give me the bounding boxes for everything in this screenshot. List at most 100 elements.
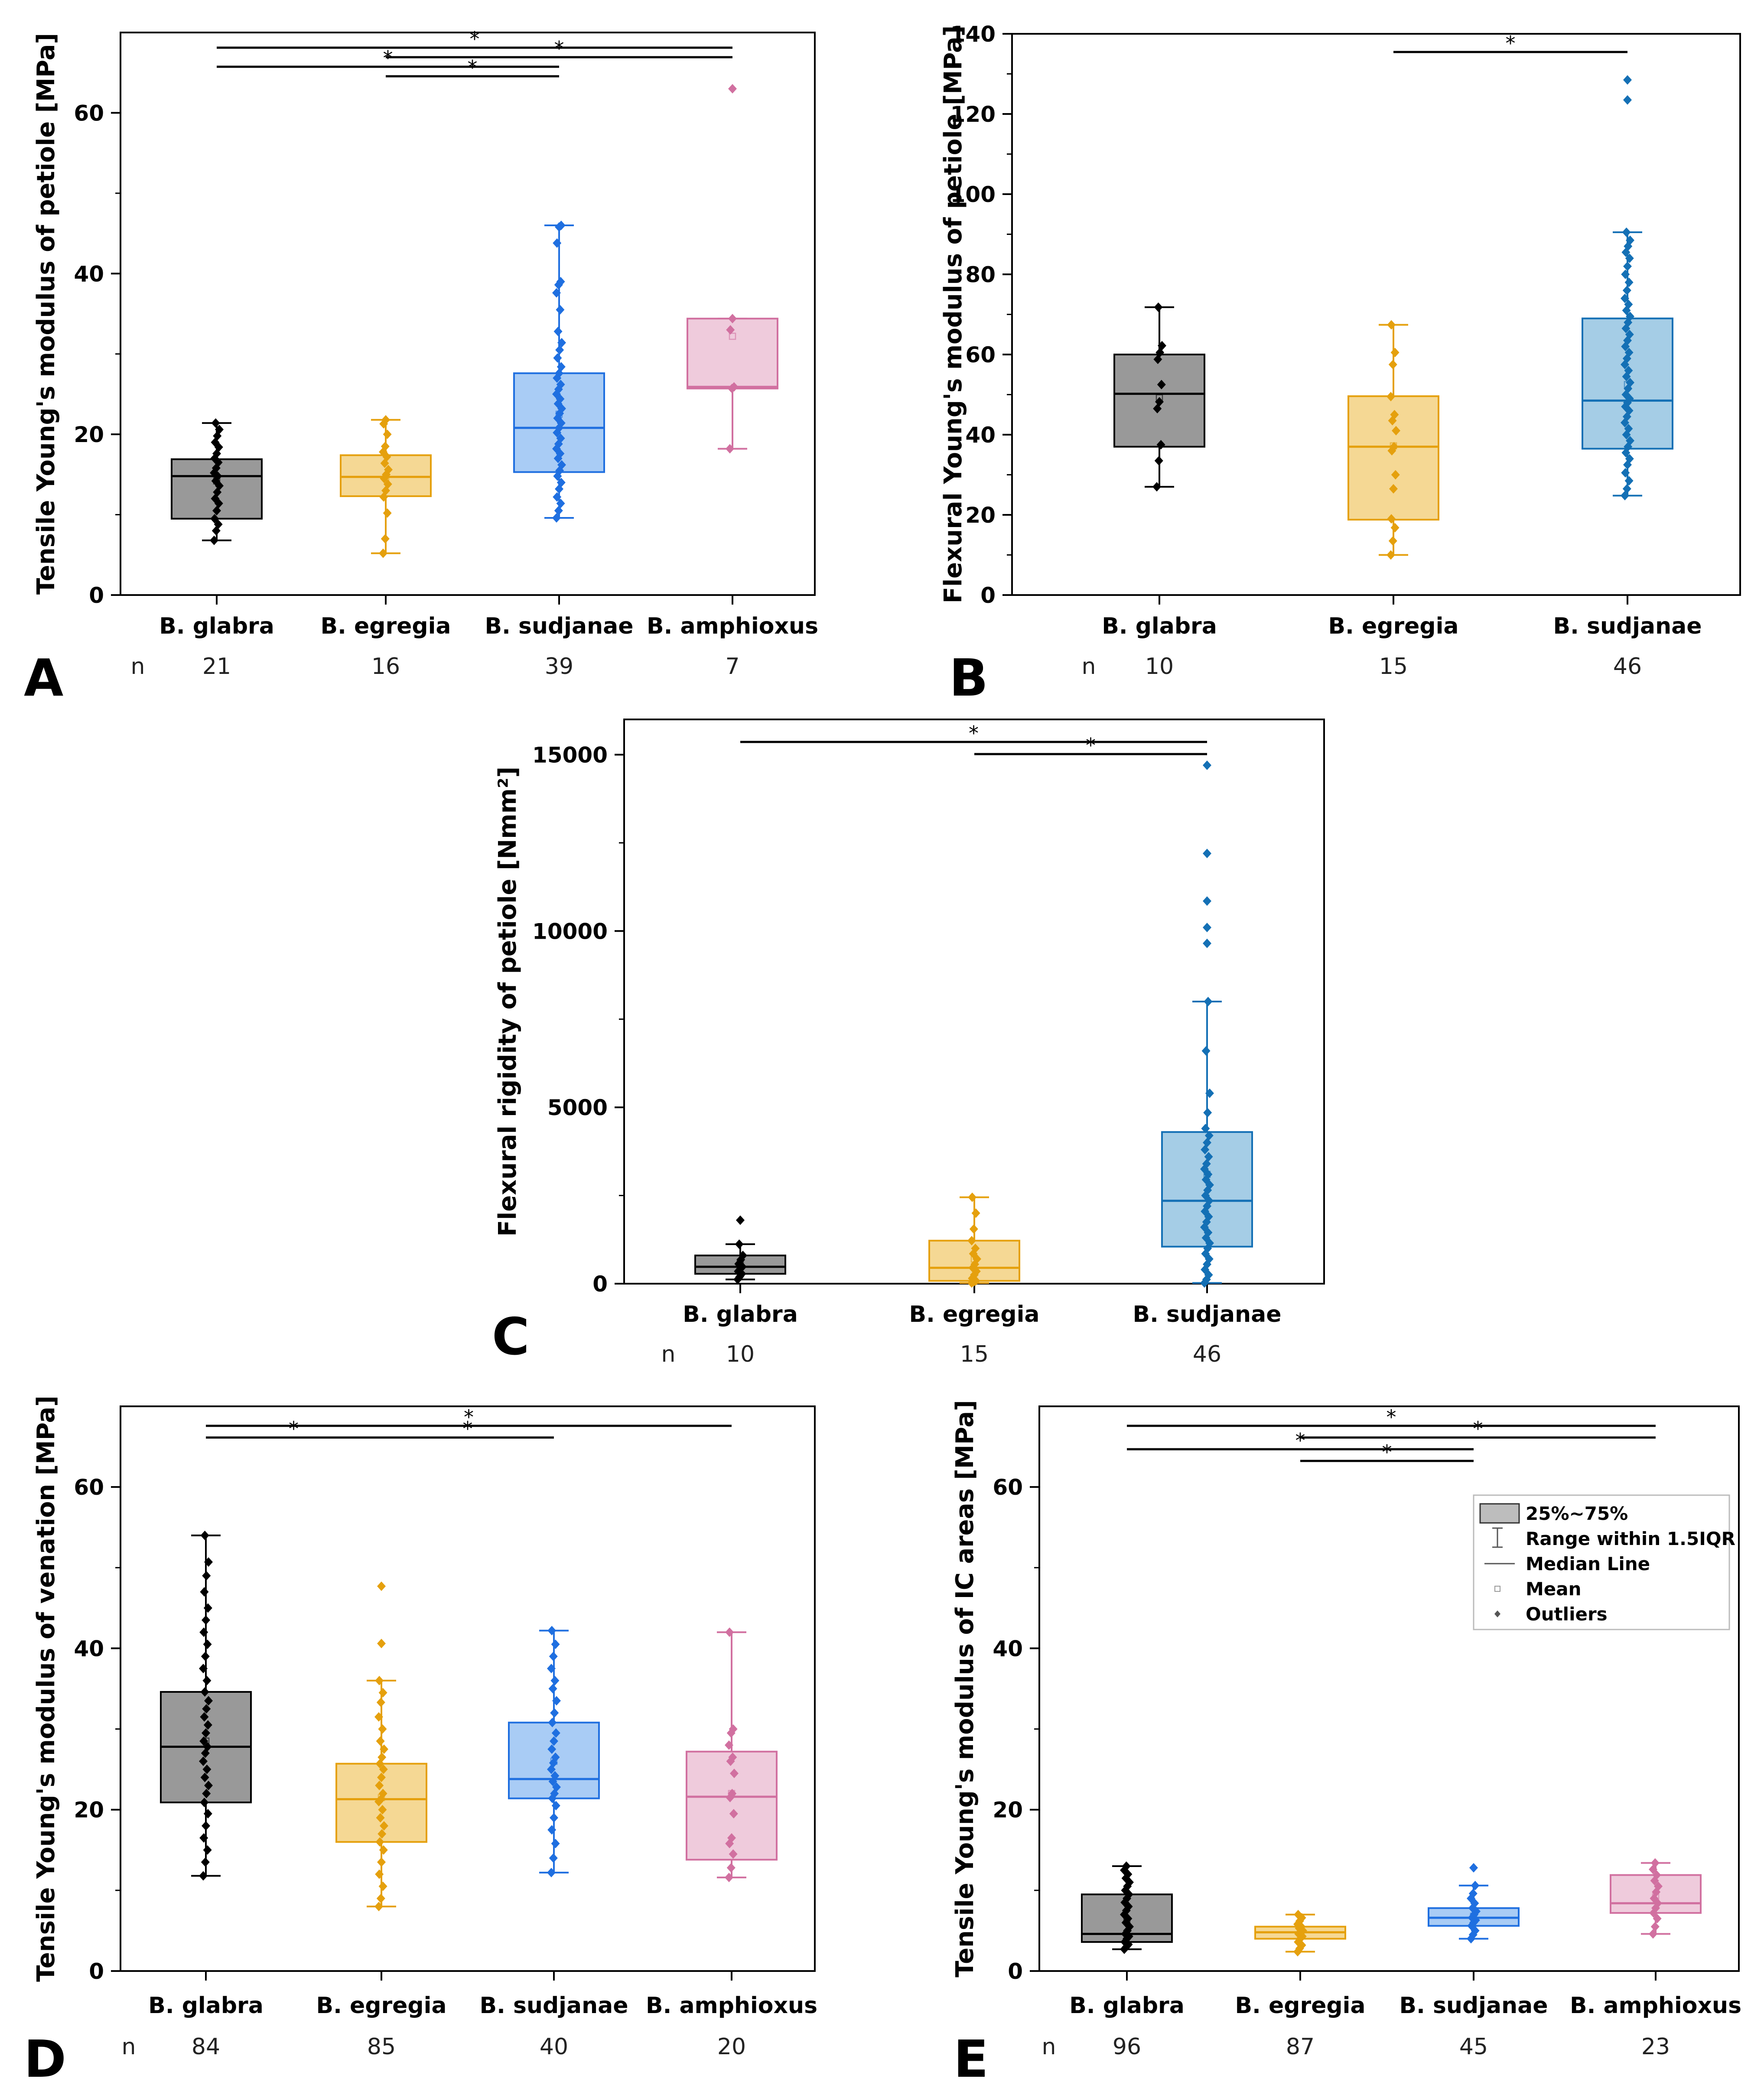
- sample-size-label: 15: [960, 1341, 989, 1367]
- data-point: [556, 498, 565, 508]
- data-point: [552, 1696, 561, 1706]
- box-2: [513, 221, 605, 523]
- data-point: [1386, 392, 1395, 402]
- data-point: [378, 1724, 387, 1734]
- data-point: [551, 1801, 560, 1811]
- data-point: [1122, 1861, 1131, 1871]
- data-point: [549, 1652, 558, 1662]
- y-tick-label: 80: [965, 262, 996, 287]
- x-category-label: B. glabra: [683, 1301, 798, 1327]
- y-axis-label: Flexural Young's modulus of petiole [MPa…: [939, 26, 967, 604]
- significance-star: *: [554, 37, 564, 60]
- x-category-label: B. egregia: [316, 1993, 446, 2019]
- data-point: [557, 362, 566, 372]
- box-1: [1347, 320, 1439, 560]
- data-point: [203, 1603, 212, 1613]
- data-point: [1654, 1881, 1663, 1891]
- data-point: [200, 1797, 209, 1807]
- data-point: [1154, 302, 1163, 312]
- data-point: [199, 1627, 208, 1637]
- y-tick-label: 140: [950, 22, 996, 47]
- box-0: [1113, 302, 1205, 492]
- box-1: [340, 415, 432, 558]
- data-point: [202, 1764, 212, 1774]
- data-point: [1623, 261, 1632, 271]
- significance-star: *: [383, 46, 393, 70]
- box-0: [694, 1215, 786, 1285]
- data-point: [556, 380, 565, 390]
- data-point: [378, 1789, 387, 1799]
- data-point: [968, 1192, 977, 1202]
- box-0: [1081, 1861, 1173, 1954]
- y-tick-label: 40: [993, 1636, 1023, 1661]
- outlier-point: [377, 1639, 386, 1649]
- data-point: [1389, 484, 1398, 494]
- data-point: [967, 1236, 976, 1246]
- outlier-point: [728, 84, 737, 94]
- data-point: [379, 1764, 388, 1774]
- data-point: [1624, 366, 1633, 375]
- data-point: [200, 1530, 209, 1540]
- data-point: [556, 305, 565, 315]
- data-point: [376, 1698, 385, 1708]
- data-point: [201, 1857, 210, 1867]
- legend-box-swatch: [1479, 1503, 1520, 1524]
- sample-size-label: 39: [545, 654, 573, 680]
- data-point: [377, 1857, 386, 1867]
- x-category-label: B. sudjanae: [1133, 1301, 1282, 1327]
- y-tick-label: 5000: [547, 1095, 608, 1120]
- data-point: [557, 338, 566, 348]
- data-point: [201, 1652, 210, 1662]
- data-point: [202, 1728, 210, 1738]
- x-category-label: B. egregia: [1328, 613, 1458, 639]
- data-point: [1205, 1088, 1214, 1098]
- box-2: [1582, 75, 1673, 501]
- data-point: [199, 1663, 208, 1673]
- data-point: [199, 1833, 208, 1843]
- data-point: [204, 1557, 213, 1567]
- data-point: [1152, 482, 1161, 492]
- y-tick-label: 20: [74, 1798, 104, 1823]
- sample-size-label: 20: [717, 2034, 746, 2060]
- data-point: [381, 534, 390, 544]
- data-point: [376, 1893, 385, 1903]
- data-point: [1156, 440, 1165, 450]
- data-point: [204, 1696, 213, 1706]
- data-point: [381, 415, 390, 425]
- outlier-point: [1203, 849, 1211, 859]
- data-point: [739, 1250, 747, 1260]
- significance-star: *: [464, 1405, 474, 1429]
- data-point: [553, 326, 563, 336]
- data-point: [729, 382, 739, 392]
- data-point: [1625, 254, 1634, 263]
- data-point: [375, 1869, 384, 1879]
- legend-label: 25%~75%: [1526, 1503, 1628, 1524]
- data-point: [203, 1720, 212, 1730]
- y-tick-label: 10000: [532, 919, 608, 944]
- significance-star: *: [468, 56, 478, 79]
- panel-letter: B: [949, 648, 988, 708]
- data-point: [210, 535, 218, 545]
- sample-size-label: 87: [1286, 2034, 1315, 2060]
- box-0: [171, 418, 263, 545]
- panel-e: 0 20 40 60 Tensile Young's modulus of IC are…: [951, 1400, 1741, 2085]
- panel-letter: A: [24, 648, 63, 708]
- x-category-label: B. amphioxus: [1570, 1993, 1741, 2019]
- y-tick-label: 40: [74, 261, 104, 286]
- data-point: [1621, 270, 1630, 279]
- data-point: [376, 1813, 385, 1823]
- significance-star: *: [463, 1417, 473, 1441]
- data-point: [202, 1821, 210, 1831]
- data-point: [726, 325, 735, 335]
- data-point: [1626, 436, 1634, 446]
- data-point: [384, 465, 393, 475]
- data-point: [729, 1724, 738, 1734]
- n-label: n: [131, 654, 145, 680]
- y-tick-label: 0: [1008, 1959, 1023, 1984]
- data-point: [1388, 360, 1397, 370]
- data-point: [383, 429, 392, 439]
- data-point: [210, 514, 219, 524]
- data-point: [374, 1712, 383, 1722]
- box-3: [1610, 1858, 1702, 1939]
